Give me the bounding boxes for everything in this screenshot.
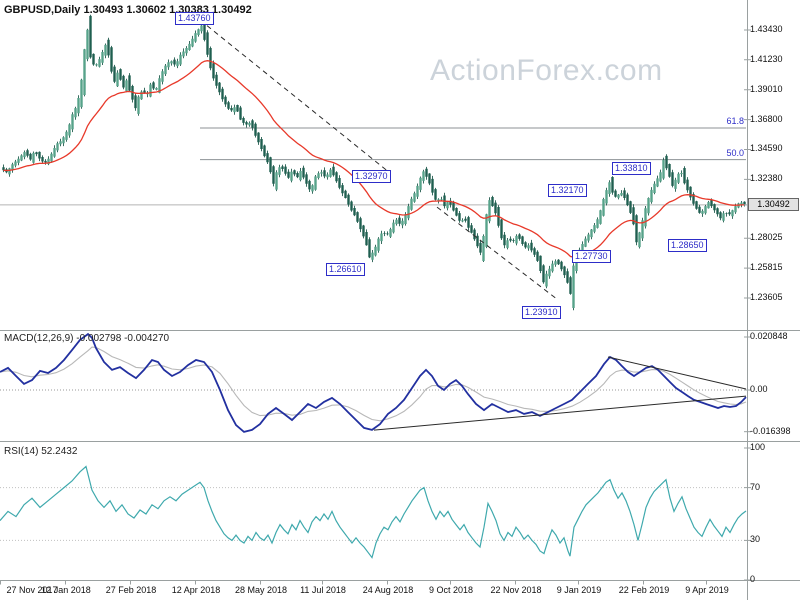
price-level-label: 1.43760 [175,12,214,25]
current-price-tag: 1.30492 [748,198,799,211]
fib-retracement-label: 61.8 [726,116,744,126]
rsi-axis-label: 100 [750,442,766,452]
macd-indicator-label: MACD(12,26,9) -0.002798 -0.004270 [4,333,170,344]
macd-signal-line [0,346,747,422]
macd-axis-label: -0.016398 [750,425,791,436]
rsi-line [0,465,747,559]
time-axis-label: 12 Jan 2018 [41,585,91,595]
price-level-label: 1.27730 [572,250,611,263]
price-trendline [436,206,558,300]
price-level-label: 1.26610 [326,263,365,276]
price-level-label: 1.23910 [522,306,561,319]
price-axis-label: 1.28025 [750,232,783,243]
price-axis-label: 1.41230 [750,53,783,64]
macd-axis-label: 0.020848 [750,331,788,341]
time-axis-label: 27 Feb 2018 [105,585,157,595]
fib-retracement-label: 50.0 [726,147,744,158]
time-axis-label: 24 Aug 2018 [362,585,414,595]
rsi-axis-label: 0 [750,574,756,584]
candlesticks-up-bodies [8,25,743,308]
symbol-title: GBPUSD,Daily 1.30493 1.30602 1.30383 1.3… [4,4,252,16]
rsi-axis-label: 70 [750,481,761,492]
time-axis-label: 9 Oct 2018 [428,585,474,595]
time-axis-label: 9 Jan 2019 [556,585,602,595]
price-level-label: 1.33810 [612,162,651,175]
price-axis-label: 1.25815 [750,262,783,273]
time-axis-label: 27 Nov 2017 [6,585,58,595]
price-axis-label: 1.34590 [750,143,783,154]
rsi-indicator-label: RSI(14) 52.2432 [4,446,78,457]
time-axis-label: 11 Jul 2018 [300,585,346,595]
macd-axis-label: 0.00 [750,384,768,394]
price-level-label: 1.32970 [352,170,391,183]
price-axis-label: 1.43430 [750,24,783,34]
price-level-label: 1.32170 [548,184,587,197]
moving-average-line [3,60,745,258]
macd-trendline [373,395,747,431]
price-axis-label: 1.39010 [750,83,783,94]
candlesticks-down-bodies [2,15,746,294]
time-axis-label: 9 Apr 2019 [685,585,729,595]
price-axis-label: 1.36800 [750,113,783,124]
macd-trendline [607,356,747,390]
rsi-axis-label: 30 [750,534,761,545]
time-axis-label: 22 Nov 2018 [490,585,542,595]
price-trendline [199,19,391,174]
watermark: ActionForex.com [430,54,663,87]
macd-main-line [0,332,747,433]
time-axis-label: 28 May 2018 [234,585,288,595]
price-axis-label: 1.23605 [750,291,783,302]
time-axis-label: 12 Apr 2018 [171,585,221,595]
time-axis-label: 22 Feb 2019 [618,585,670,595]
price-axis-label: 1.32380 [750,173,783,184]
price-level-label: 1.28650 [668,239,707,252]
